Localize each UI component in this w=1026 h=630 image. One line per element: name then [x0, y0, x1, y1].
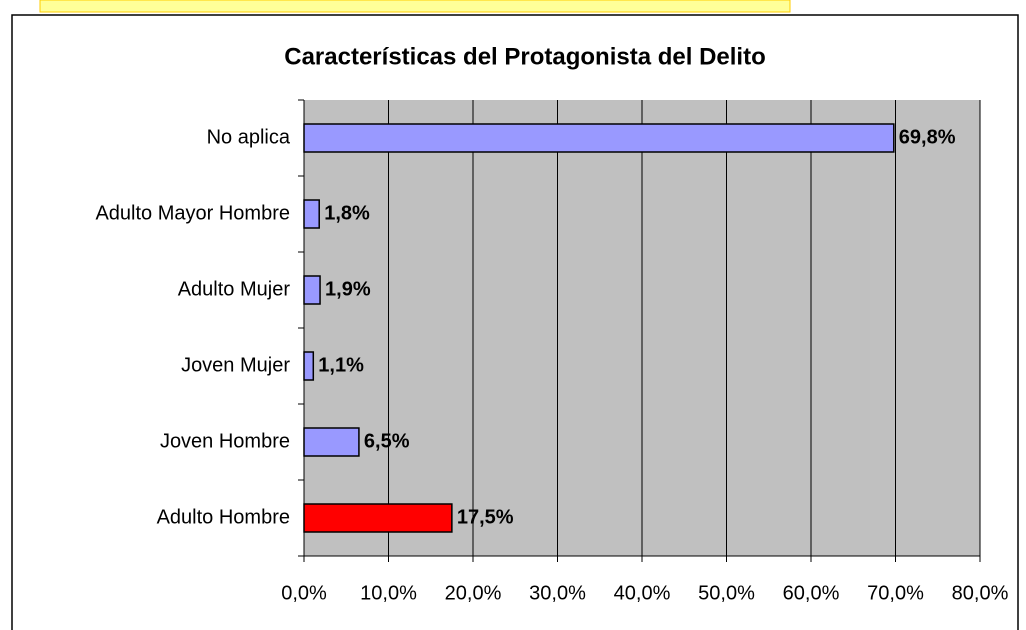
x-tick-label: 40,0% [614, 582, 671, 604]
x-tick-label: 20,0% [445, 582, 502, 604]
bar [303, 351, 315, 381]
highlight-strip [39, 0, 791, 13]
bar [303, 503, 453, 533]
y-tick-label: Joven Mujer [181, 354, 290, 376]
y-tick-label: Joven Hombre [160, 430, 290, 452]
y-tick-label: Adulto Hombre [157, 506, 290, 528]
bar [303, 199, 320, 229]
frame [11, 14, 1019, 630]
y-tick-label: No aplica [207, 126, 291, 148]
value-label: 1,8% [324, 202, 370, 224]
y-tick-label: Adulto Mujer [178, 278, 291, 300]
value-label: 69,8% [899, 126, 956, 148]
chart-title: Características del Protagonista del Del… [284, 43, 766, 70]
x-tick-label: 70,0% [867, 582, 924, 604]
y-tick-label: Adulto Mayor Hombre [95, 202, 290, 224]
x-tick-label: 60,0% [783, 582, 840, 604]
bar [303, 123, 895, 153]
value-label: 17,5% [457, 506, 514, 528]
x-tick-label: 80,0% [952, 582, 1009, 604]
value-label: 6,5% [364, 430, 410, 452]
bar [303, 427, 360, 457]
x-tick-label: 50,0% [698, 582, 755, 604]
x-tick-label: 10,0% [360, 582, 417, 604]
value-label: 1,1% [318, 354, 364, 376]
x-tick-label: 30,0% [529, 582, 586, 604]
x-tick-label: 0,0% [281, 582, 327, 604]
bar [303, 275, 321, 305]
value-label: 1,9% [325, 278, 371, 300]
